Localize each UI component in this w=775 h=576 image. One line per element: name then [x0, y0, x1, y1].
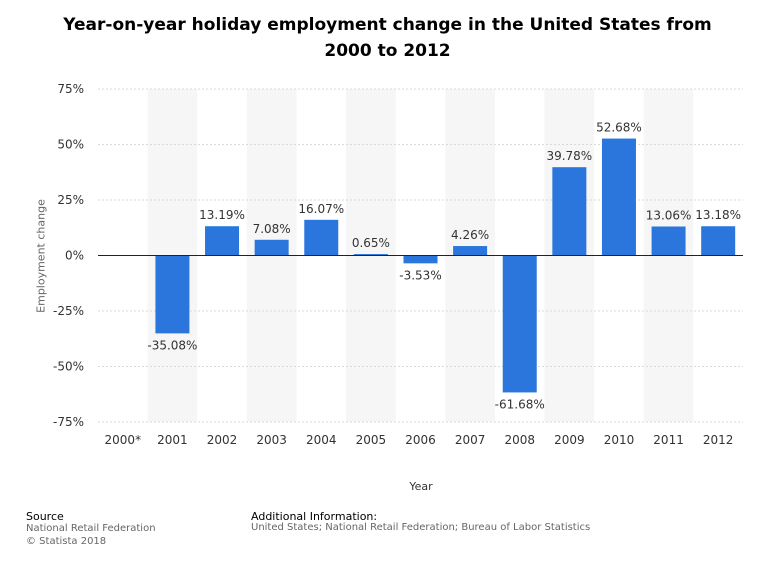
bar [701, 226, 736, 256]
data-label: 39.78% [546, 149, 592, 163]
y-tick-label: 75% [57, 82, 84, 96]
y-tick-label: 50% [57, 138, 84, 152]
data-label: -61.68% [495, 397, 545, 411]
x-tick-label: 2005 [356, 433, 387, 447]
data-label: -3.53% [399, 268, 441, 282]
data-label: 0.65% [352, 236, 390, 250]
bar [254, 239, 289, 256]
x-tick-label: 2002 [207, 433, 238, 447]
x-tick-label: 2003 [256, 433, 287, 447]
bar [601, 138, 636, 256]
bar [502, 255, 537, 393]
data-label: 7.08% [253, 222, 291, 236]
x-tick-label: 2001 [157, 433, 188, 447]
x-tick-label: 2007 [455, 433, 486, 447]
chart-title: Year-on-year holiday employment change i… [63, 15, 712, 61]
bar [651, 226, 686, 256]
y-tick-label: 0% [65, 249, 84, 263]
bar [552, 167, 587, 256]
y-tick-label: 25% [57, 193, 84, 207]
additional-info-text: United States; National Retail Federatio… [251, 522, 591, 533]
bar-chart: 75% 50% 25% 0% -25% -50% -75% 2000* -35.08% 2001 1… [53, 82, 743, 447]
y-tick-label: -25% [53, 304, 84, 318]
data-label: 52.68% [596, 121, 642, 135]
x-tick-label: 2009 [554, 433, 585, 447]
x-tick-label: 2004 [306, 433, 337, 447]
x-tick-label: 2006 [405, 433, 436, 447]
data-label: 13.19% [199, 208, 245, 222]
y-tick-label: -75% [53, 415, 84, 429]
x-tick-label: 2011 [653, 433, 684, 447]
x-tick-label: 2012 [703, 433, 734, 447]
data-label: 16.07% [298, 202, 344, 216]
x-tick-label: 2008 [504, 433, 535, 447]
bar [453, 246, 488, 256]
bar [155, 255, 190, 334]
source-line: National Retail Federation [26, 523, 156, 534]
data-label: 4.26% [451, 228, 489, 242]
bar [353, 254, 388, 256]
x-tick-label: 2010 [604, 433, 635, 447]
y-tick-label: -50% [53, 360, 84, 374]
data-label: 13.06% [646, 209, 692, 223]
copyright-line: © Statista 2018 [26, 536, 107, 547]
y-axis-label: Employment change [34, 199, 48, 313]
source-title: Source [26, 510, 64, 523]
data-label: 13.18% [695, 208, 741, 222]
data-label: -35.08% [147, 338, 197, 352]
bar [205, 226, 240, 256]
x-tick-label: 2000* [105, 433, 142, 447]
bar [304, 219, 339, 256]
additional-info-title: Additional Information: [251, 510, 378, 523]
x-axis-label: Year [409, 480, 433, 493]
bar [403, 255, 438, 264]
